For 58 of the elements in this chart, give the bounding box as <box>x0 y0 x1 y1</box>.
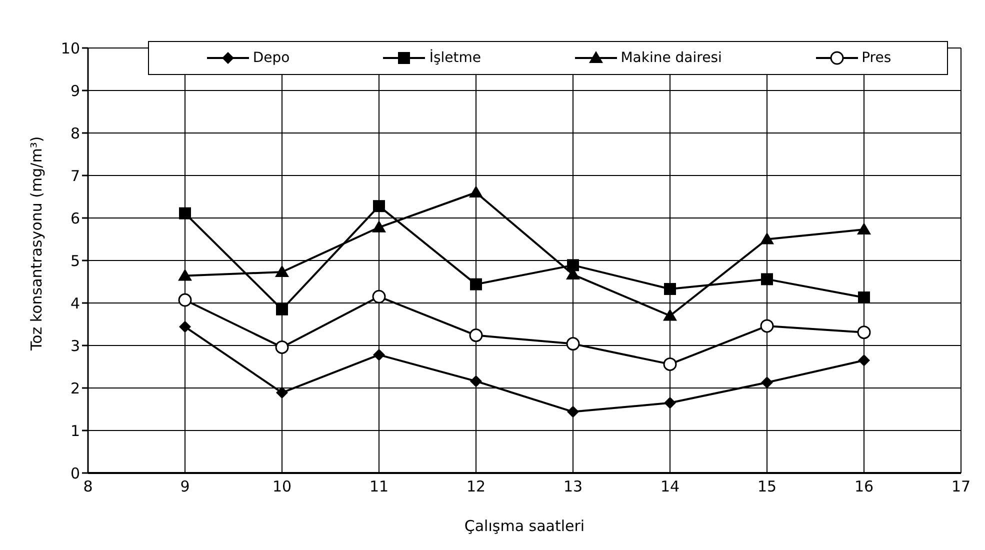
legend-label: Pres <box>862 50 892 66</box>
point <box>470 278 482 290</box>
y-tick-label: 5 <box>70 252 80 270</box>
x-tick-label: 17 <box>951 478 971 496</box>
point <box>179 207 191 220</box>
x-tick-label: 15 <box>757 478 777 496</box>
x-tick-label: 13 <box>563 478 583 496</box>
point <box>275 264 289 277</box>
point <box>663 308 677 321</box>
point <box>857 222 871 234</box>
x-tick-label: 9 <box>180 478 190 496</box>
point <box>372 220 386 232</box>
point <box>373 200 385 212</box>
y-axis-title: Toz konsantrasyonu (mg/m³) <box>27 136 46 352</box>
point <box>857 326 871 340</box>
y-tick-label: 0 <box>70 464 80 482</box>
point <box>760 319 774 333</box>
y-tick-label: 4 <box>70 294 80 312</box>
point <box>469 186 483 198</box>
x-tick-label: 8 <box>83 478 93 496</box>
point <box>276 386 288 399</box>
x-tick-label: 11 <box>369 478 389 496</box>
point <box>276 303 288 316</box>
point <box>858 354 870 366</box>
point <box>178 268 192 281</box>
point <box>275 340 289 354</box>
point <box>470 375 482 388</box>
y-tick-label: 7 <box>70 166 80 185</box>
point <box>179 320 191 333</box>
point <box>663 357 677 371</box>
y-tick-label: 8 <box>70 124 80 142</box>
y-tick-label: 3 <box>70 336 80 355</box>
point <box>469 328 483 342</box>
x-tick-label: 16 <box>854 478 874 496</box>
point <box>567 406 579 418</box>
point <box>761 273 773 286</box>
point <box>664 396 676 409</box>
point <box>178 293 192 307</box>
x-tick-label: 14 <box>660 478 680 496</box>
y-tick-label: 1 <box>70 422 80 440</box>
point <box>372 290 386 304</box>
y-tick-label: 9 <box>70 82 80 100</box>
point <box>566 337 580 351</box>
point <box>858 291 870 304</box>
y-tick-label: 6 <box>70 209 80 228</box>
y-tick-label: 2 <box>70 379 80 398</box>
x-tick-label: 12 <box>466 478 486 496</box>
point <box>760 232 774 244</box>
point <box>373 348 385 361</box>
y-tick-label: 10 <box>60 39 80 58</box>
point <box>664 282 676 295</box>
legend-label: Makine dairesi <box>620 50 722 66</box>
legend-label: Depo <box>252 50 290 66</box>
x-tick-label: 10 <box>272 478 292 496</box>
x-axis-title: Çalışma saatleri <box>464 517 585 535</box>
legend-label: İşletme <box>429 50 482 66</box>
point <box>567 259 579 272</box>
point <box>761 376 773 388</box>
